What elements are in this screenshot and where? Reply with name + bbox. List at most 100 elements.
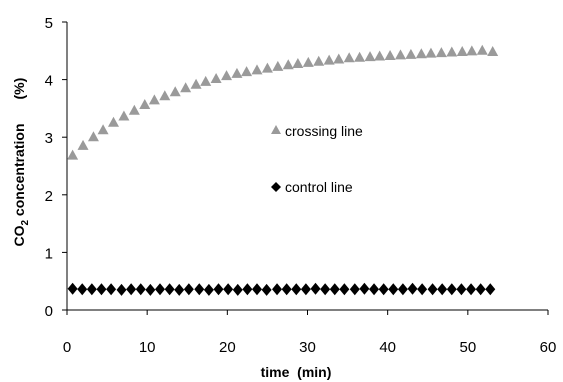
- control-line-point: [67, 282, 78, 295]
- crossing-line-point: [67, 149, 79, 160]
- crossing-line-point: [313, 55, 325, 66]
- control-line-point: [194, 283, 205, 296]
- crossing-line-point: [415, 48, 427, 59]
- crossing-line-point: [139, 98, 151, 109]
- crossing-line-point: [190, 78, 202, 89]
- x-tick-label: 50: [459, 339, 476, 356]
- crossing-line-point: [456, 45, 468, 56]
- control-line-point: [339, 283, 350, 296]
- series-crossing-line: [67, 44, 499, 160]
- series-control-line: [67, 282, 496, 296]
- crossing-line-point: [200, 75, 212, 86]
- control-line-point: [203, 283, 214, 296]
- control-line-point: [261, 283, 272, 296]
- crossing-line-point: [302, 56, 314, 67]
- crossing-line-point: [384, 49, 396, 60]
- crossing-line-point: [97, 124, 109, 135]
- crossing-line-point: [148, 94, 160, 105]
- control-line-point: [466, 283, 477, 296]
- crossing-line-point: [128, 104, 140, 115]
- control-line-point: [106, 283, 117, 296]
- control-line-point: [174, 283, 185, 296]
- x-tick-label: 40: [379, 339, 396, 356]
- control-line-point: [437, 283, 448, 296]
- crossing-line-point: [118, 110, 130, 121]
- crossing-line-point: [435, 47, 447, 58]
- control-line-point: [446, 283, 457, 296]
- x-tick-label: 20: [219, 339, 236, 356]
- y-axis-title: CO2 concentration (%): [11, 78, 31, 247]
- control-line-point: [349, 283, 360, 296]
- legend-label-control-line: control line: [285, 179, 353, 195]
- y-axis-title-main: CO: [11, 225, 27, 246]
- legend: crossing line control line: [271, 123, 363, 195]
- control-line-point: [291, 283, 302, 296]
- x-axis-title: time (min): [261, 364, 332, 380]
- control-line-point: [251, 283, 262, 296]
- control-line-point: [369, 283, 380, 296]
- control-line-point: [329, 283, 340, 296]
- control-line-point: [213, 283, 224, 296]
- control-line-point: [397, 283, 408, 296]
- legend-marker-crossing-line: [271, 125, 281, 134]
- control-line-point: [242, 283, 253, 296]
- control-line-point: [183, 283, 194, 296]
- crossing-line-point: [292, 58, 304, 69]
- control-line-point: [126, 283, 137, 296]
- control-line-point: [154, 283, 165, 296]
- y-tick-label: 0: [45, 303, 53, 320]
- series-layer: [67, 44, 499, 296]
- crossing-line-point: [210, 73, 222, 84]
- control-line-point: [86, 283, 97, 296]
- y-axis-title-unit: (%): [11, 78, 27, 100]
- control-line-point: [232, 283, 243, 296]
- x-tick-label: 0: [63, 339, 71, 356]
- control-line-point: [135, 283, 146, 296]
- x-tick-label: 10: [139, 339, 156, 356]
- y-tick-label: 2: [45, 188, 53, 205]
- crossing-line-point: [405, 48, 417, 59]
- legend-marker-control-line: [271, 182, 281, 192]
- legend-label-crossing-line: crossing line: [285, 123, 363, 139]
- y-tick-label: 3: [45, 130, 53, 147]
- control-line-point: [272, 283, 283, 296]
- crossing-line-point: [394, 49, 406, 60]
- control-line-point: [223, 283, 234, 296]
- x-tick-label: 30: [299, 339, 316, 356]
- crossing-line-point: [374, 50, 386, 61]
- crossing-line-point: [476, 44, 488, 55]
- crossing-line-point: [159, 90, 171, 101]
- crossing-line-point: [107, 116, 119, 127]
- x-tick-group: 0 10 20 30 40 50 60: [63, 310, 557, 356]
- crossing-line-point: [221, 70, 233, 81]
- control-line-point: [485, 283, 496, 296]
- y-tick-label: 4: [45, 73, 53, 90]
- x-tick-label: 60: [540, 339, 557, 356]
- crossing-line-point: [251, 64, 263, 75]
- control-line-point: [359, 282, 370, 295]
- crossing-line-point: [487, 45, 499, 56]
- y-axis-title-subscript: 2: [20, 220, 31, 226]
- control-line-point: [164, 283, 175, 296]
- control-line-point: [145, 283, 156, 296]
- crossing-line-point: [425, 47, 437, 58]
- crossing-line-point: [323, 54, 335, 65]
- control-line-point: [417, 283, 428, 296]
- crossing-line-point: [333, 53, 345, 64]
- crossing-line-point: [77, 139, 89, 150]
- crossing-line-point: [180, 82, 192, 93]
- control-line-point: [77, 283, 88, 296]
- crossing-line-point: [241, 66, 253, 77]
- crossing-line-point: [272, 60, 284, 71]
- control-line-point: [116, 283, 127, 296]
- y-axis-title-rest: concentration: [11, 123, 27, 219]
- control-line-point: [96, 283, 107, 296]
- crossing-line-point: [282, 59, 294, 70]
- control-line-point: [378, 283, 389, 296]
- control-line-point: [388, 283, 399, 296]
- crossing-line-point: [169, 86, 181, 97]
- crossing-line-point: [87, 131, 99, 142]
- crossing-line-point: [466, 45, 478, 56]
- control-line-point: [407, 282, 418, 295]
